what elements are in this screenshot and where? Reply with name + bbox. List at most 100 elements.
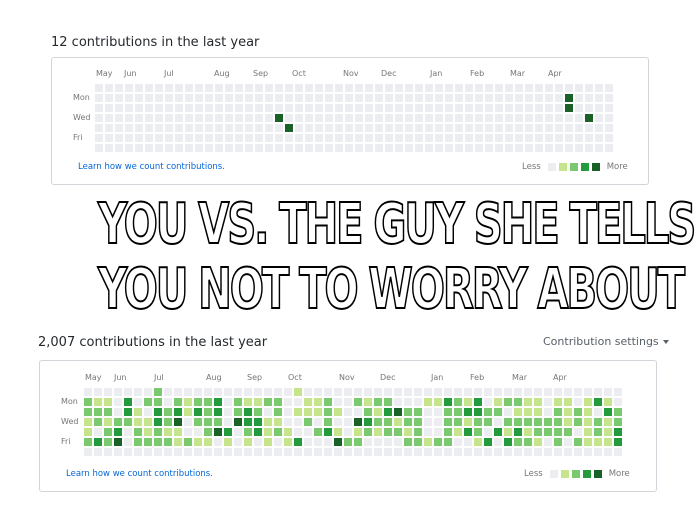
contribution-cell[interactable] (114, 438, 122, 446)
contribution-cell[interactable] (585, 104, 593, 112)
contribution-cell[interactable] (485, 114, 493, 122)
contribution-cell[interactable] (94, 418, 102, 426)
contribution-cell[interactable] (295, 124, 303, 132)
contribution-cell[interactable] (144, 448, 152, 456)
contribution-cell[interactable] (114, 388, 122, 396)
contribution-cell[interactable] (184, 438, 192, 446)
contribution-cell[interactable] (264, 428, 272, 436)
contribution-cell[interactable] (484, 418, 492, 426)
contribution-cell[interactable] (524, 428, 532, 436)
contribution-cell[interactable] (84, 438, 92, 446)
contribution-cell[interactable] (374, 428, 382, 436)
contribution-cell[interactable] (214, 418, 222, 426)
contribution-cell[interactable] (255, 124, 263, 132)
contribution-cell[interactable] (344, 418, 352, 426)
contribution-cell[interactable] (384, 448, 392, 456)
contribution-cell[interactable] (525, 144, 533, 152)
contribution-cell[interactable] (594, 398, 602, 406)
contribution-cell[interactable] (204, 448, 212, 456)
contribution-cell[interactable] (604, 398, 612, 406)
contribution-cell[interactable] (255, 94, 263, 102)
contribution-cell[interactable] (585, 124, 593, 132)
contribution-cell[interactable] (114, 408, 122, 416)
contribution-cell[interactable] (485, 94, 493, 102)
contribution-cell[interactable] (234, 418, 242, 426)
contribution-cell[interactable] (214, 388, 222, 396)
contribution-cell[interactable] (134, 408, 142, 416)
contribution-cell[interactable] (304, 448, 312, 456)
contribution-cell[interactable] (324, 408, 332, 416)
contribution-cell[interactable] (155, 144, 163, 152)
contribution-cell[interactable] (484, 398, 492, 406)
contribution-cell[interactable] (575, 104, 583, 112)
contribution-cell[interactable] (124, 438, 132, 446)
contribution-cell[interactable] (315, 84, 323, 92)
contribution-cell[interactable] (595, 114, 603, 122)
contribution-cell[interactable] (474, 428, 482, 436)
contribution-cell[interactable] (354, 398, 362, 406)
contribution-cell[interactable] (454, 408, 462, 416)
contribution-cell[interactable] (485, 144, 493, 152)
contribution-cell[interactable] (474, 408, 482, 416)
contribution-cell[interactable] (445, 84, 453, 92)
contribution-cell[interactable] (334, 448, 342, 456)
contribution-cell[interactable] (454, 438, 462, 446)
contribution-cell[interactable] (455, 84, 463, 92)
contribution-cell[interactable] (264, 418, 272, 426)
contribution-cell[interactable] (104, 388, 112, 396)
contribution-cell[interactable] (595, 104, 603, 112)
contribution-cell[interactable] (375, 114, 383, 122)
contribution-cell[interactable] (445, 104, 453, 112)
contribution-cell[interactable] (185, 144, 193, 152)
contribution-cell[interactable] (504, 388, 512, 396)
contribution-cell[interactable] (485, 104, 493, 112)
contribution-cell[interactable] (455, 94, 463, 102)
contribution-cell[interactable] (515, 94, 523, 102)
contribution-cell[interactable] (484, 388, 492, 396)
contribution-cell[interactable] (555, 124, 563, 132)
contribution-cell[interactable] (305, 94, 313, 102)
contribution-cell[interactable] (384, 408, 392, 416)
contribution-cell[interactable] (475, 94, 483, 102)
contribution-cell[interactable] (114, 428, 122, 436)
contribution-cell[interactable] (244, 398, 252, 406)
contribution-cell[interactable] (304, 408, 312, 416)
contribution-cell[interactable] (554, 418, 562, 426)
contribution-cell[interactable] (385, 144, 393, 152)
contribution-cell[interactable] (284, 418, 292, 426)
contribution-cell[interactable] (405, 84, 413, 92)
contribution-cell[interactable] (415, 104, 423, 112)
contribution-cell[interactable] (315, 134, 323, 142)
contribution-cell[interactable] (544, 398, 552, 406)
contribution-cell[interactable] (574, 408, 582, 416)
contribution-cell[interactable] (565, 94, 573, 102)
contribution-cell[interactable] (595, 124, 603, 132)
contribution-cell[interactable] (505, 94, 513, 102)
contribution-cell[interactable] (464, 448, 472, 456)
contribution-cell[interactable] (224, 388, 232, 396)
contribution-cell[interactable] (364, 418, 372, 426)
contribution-cell[interactable] (165, 104, 173, 112)
contribution-cell[interactable] (185, 84, 193, 92)
contribution-cell[interactable] (275, 94, 283, 102)
contribution-cell[interactable] (354, 448, 362, 456)
contribution-cell[interactable] (574, 388, 582, 396)
contribution-cell[interactable] (285, 84, 293, 92)
contribution-cell[interactable] (355, 84, 363, 92)
contribution-cell[interactable] (255, 104, 263, 112)
contribution-cell[interactable] (315, 104, 323, 112)
contribution-cell[interactable] (304, 428, 312, 436)
contribution-cell[interactable] (345, 144, 353, 152)
contribution-cell[interactable] (305, 134, 313, 142)
contribution-cell[interactable] (334, 438, 342, 446)
contribution-cell[interactable] (195, 104, 203, 112)
contribution-cell[interactable] (455, 104, 463, 112)
contribution-cell[interactable] (284, 408, 292, 416)
contribution-cell[interactable] (504, 418, 512, 426)
contribution-cell[interactable] (404, 448, 412, 456)
contribution-cell[interactable] (235, 114, 243, 122)
contribution-cell[interactable] (455, 134, 463, 142)
contribution-cell[interactable] (234, 438, 242, 446)
contribution-cell[interactable] (444, 438, 452, 446)
contribution-cell[interactable] (404, 398, 412, 406)
